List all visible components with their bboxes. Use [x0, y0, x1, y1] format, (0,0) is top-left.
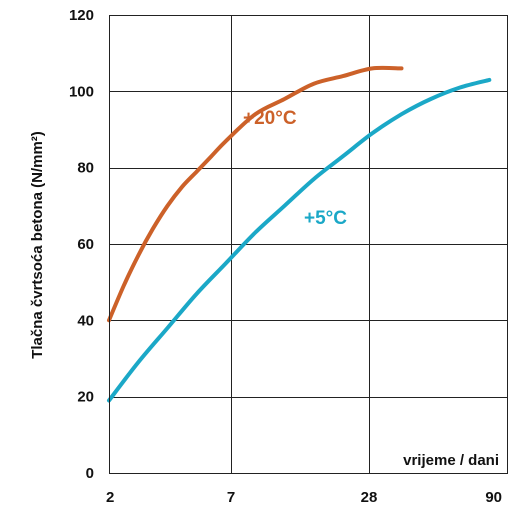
y-tick-label: 20	[77, 389, 94, 406]
series-label-plus5c: +5°C	[304, 208, 347, 229]
y-axis-title: Tlačna čvrtsoća betona (N/mm²)	[29, 131, 46, 359]
series-group	[107, 65, 492, 403]
series-line-plus5c	[107, 77, 492, 403]
y-tick-label: 100	[69, 83, 94, 100]
series-label-plus20c: +20°C	[243, 108, 297, 129]
x-tick-label: 2	[106, 489, 114, 506]
x-axis-title: vrijeme / dani	[403, 452, 499, 469]
plot-border	[109, 15, 508, 474]
series-labels: +20°C +5°C	[243, 108, 347, 229]
series-line-plus20c	[107, 65, 404, 323]
y-tick-label: 120	[69, 7, 94, 24]
y-tick-label: 60	[77, 236, 94, 253]
x-tick-label: 90	[485, 489, 502, 506]
x-tick-label: 28	[361, 489, 378, 506]
y-tick-label: 80	[77, 160, 94, 177]
y-tick-label: 0	[86, 465, 94, 482]
y-tick-label: 40	[77, 312, 94, 329]
x-tick-label: 7	[227, 489, 235, 506]
plot-frame	[109, 15, 508, 474]
tick-labels: 0 20 40 60 80 100 120 2 7 28 90	[69, 7, 502, 506]
